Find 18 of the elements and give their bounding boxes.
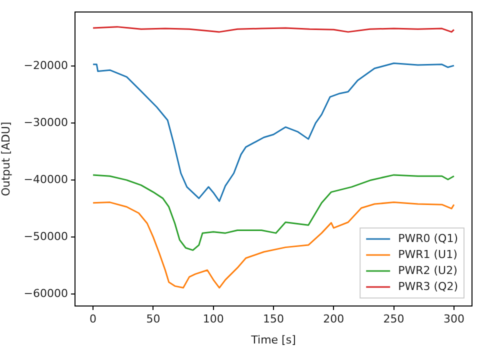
y-tick-label: −30000 xyxy=(24,116,68,129)
y-tick-label: −50000 xyxy=(24,230,68,243)
y-axis-title: Output [ADU] xyxy=(0,122,12,196)
x-tick-label: 50 xyxy=(146,312,160,326)
x-tick-label: 0 xyxy=(90,312,97,326)
y-tick-label: −60000 xyxy=(24,286,68,300)
legend-label: PWR0 (Q1) xyxy=(398,232,458,245)
legend-label: PWR3 (Q2) xyxy=(398,280,458,293)
legend-label: PWR2 (U2) xyxy=(398,264,458,277)
x-tick-label: 200 xyxy=(323,312,344,326)
x-axis-title: Time [s] xyxy=(250,333,296,346)
y-tick-label: −40000 xyxy=(24,172,68,186)
x-tick-label: 150 xyxy=(263,312,284,326)
legend-label: PWR1 (U1) xyxy=(398,248,458,261)
x-tick-label: 250 xyxy=(383,312,404,326)
x-tick-label: 300 xyxy=(443,312,464,326)
y-tick-label: −20000 xyxy=(24,58,68,72)
x-tick-label: 100 xyxy=(202,312,224,326)
